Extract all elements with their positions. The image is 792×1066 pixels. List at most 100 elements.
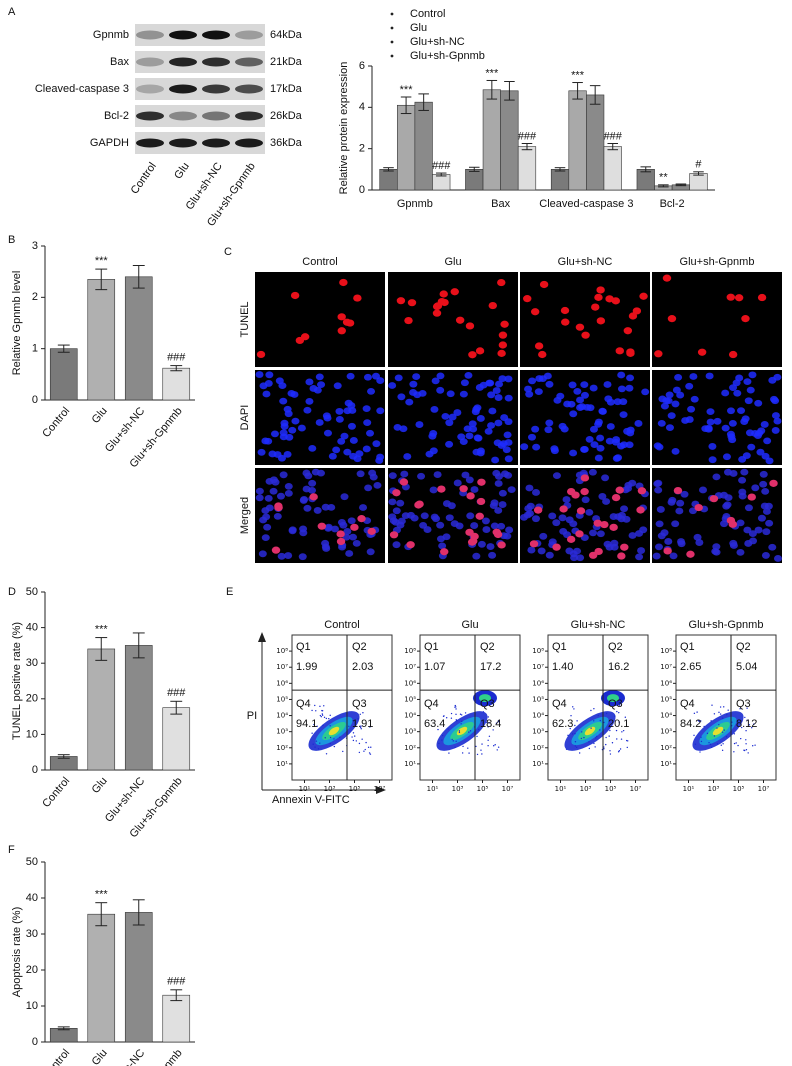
panel-label: D [8, 586, 16, 598]
nucleus [751, 484, 760, 492]
legend-marker [390, 12, 394, 16]
nucleus [438, 542, 447, 550]
nucleus [308, 444, 317, 452]
size-label: 64kDa [270, 29, 303, 41]
tunel-nucleus [396, 297, 406, 305]
bar [568, 90, 587, 191]
scatter-dot [352, 732, 355, 734]
scatter-dot [348, 725, 350, 728]
scatter-dot [323, 705, 325, 707]
scatter-dot [488, 735, 491, 737]
nucleus [569, 449, 578, 457]
nucleus [503, 431, 512, 439]
bar [586, 94, 605, 191]
tunel-nucleus [580, 474, 590, 482]
nucleus [744, 504, 753, 512]
tunel-nucleus [336, 530, 345, 538]
y-tick-label: 10³ [276, 728, 288, 736]
nucleus [660, 402, 669, 410]
significance-label: ### [518, 130, 537, 142]
nucleus [625, 384, 634, 392]
scatter-dot [321, 714, 324, 716]
tunel-nucleus [399, 478, 409, 486]
tunel-nucleus [615, 347, 624, 355]
x-tick-label: Bax [491, 198, 510, 210]
column-label: Glu [444, 256, 461, 268]
nucleus [706, 418, 715, 426]
nucleus [280, 423, 289, 430]
nucleus [477, 540, 486, 548]
nucleus [612, 455, 621, 462]
nucleus [590, 441, 599, 449]
nucleus [708, 443, 717, 450]
tunel-nucleus [539, 280, 549, 289]
legend-marker [390, 54, 394, 58]
scatter-dot [342, 750, 344, 753]
x-tick-label: 10⁷ [758, 785, 770, 793]
nucleus [531, 515, 540, 523]
bar [500, 90, 519, 191]
plot-frame [291, 634, 393, 781]
nucleus [338, 543, 347, 551]
y-tick-label: 30 [26, 657, 38, 669]
nucleus [596, 444, 605, 452]
scatter-dot [719, 713, 722, 715]
nucleus [445, 514, 454, 522]
scatter-dot [716, 727, 718, 729]
tunel-nucleus [469, 537, 478, 545]
nucleus [490, 522, 499, 530]
nucleus [552, 519, 561, 527]
scatter-dot [608, 726, 610, 729]
scatter-dot [594, 746, 596, 748]
row-label: DAPI [239, 405, 251, 431]
scatter-dot [721, 749, 724, 752]
scatter-density [328, 726, 340, 736]
scatter-dot [574, 732, 576, 735]
nucleus [589, 425, 598, 433]
nucleus [594, 420, 603, 428]
quadrant-value: 94.1 [296, 718, 317, 730]
tunel-nucleus [620, 543, 629, 551]
nucleus [276, 492, 285, 500]
quadrant-value: 1.91 [352, 718, 373, 730]
tunel-nucleus [728, 350, 738, 359]
tunel-nucleus [552, 543, 561, 551]
y-tick-label: 10⁴ [532, 712, 544, 720]
nucleus [628, 532, 637, 539]
tunel-nucleus [498, 341, 508, 349]
arrow-head [376, 786, 386, 794]
y-tick-label: 10² [660, 744, 672, 752]
scatter-dot [361, 738, 363, 740]
quadrant-label: Q1 [680, 641, 695, 653]
micrograph [652, 272, 782, 367]
y-tick-label: 10³ [660, 728, 672, 736]
quadrant-value: 20.1 [608, 718, 629, 730]
nucleus [392, 541, 401, 549]
nucleus [761, 487, 770, 495]
protein-label: GAPDH [90, 137, 129, 149]
tunel-nucleus [588, 551, 598, 559]
scatter-dot [328, 717, 330, 720]
scatter-dot [321, 709, 323, 712]
scatter-dot [624, 716, 627, 718]
scatter-dot [359, 713, 361, 715]
nucleus [713, 417, 722, 425]
scatter-dot [496, 749, 498, 751]
significance-label: ### [167, 687, 186, 699]
nucleus [445, 419, 454, 427]
nucleus [668, 496, 677, 504]
plot-frame [419, 634, 521, 781]
nucleus [598, 407, 607, 415]
nucleus [486, 543, 495, 550]
y-tick-label: 10² [404, 744, 416, 752]
legend-label: Control [410, 8, 445, 20]
scatter-dot [608, 735, 610, 737]
nucleus [369, 473, 378, 481]
sample-title: Glu+sh-NC [571, 619, 626, 631]
nucleus [528, 377, 537, 385]
scatter-density [712, 726, 724, 736]
scatter-dot [355, 740, 358, 742]
nucleus [265, 477, 274, 485]
quadrant-label: Q3 [352, 698, 367, 710]
nucleus [761, 552, 770, 559]
